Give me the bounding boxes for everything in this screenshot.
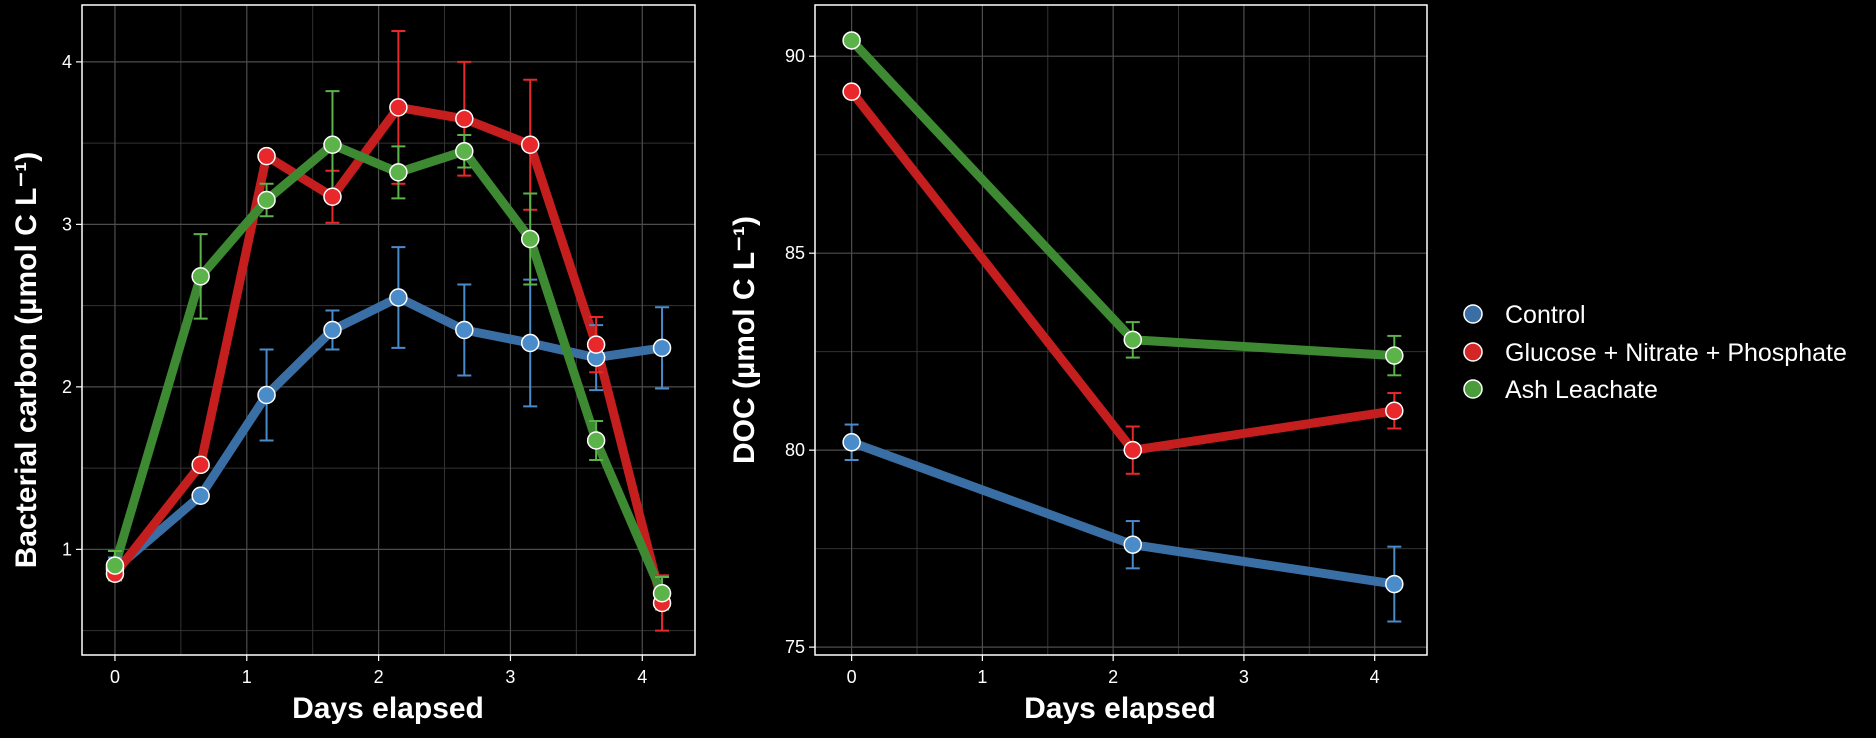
x-tick-label: 4	[637, 667, 647, 687]
data-point-ash-leachate	[455, 142, 474, 161]
data-point-glucose-nitrate-phosphate	[389, 98, 408, 117]
x-tick-label: 1	[242, 667, 252, 687]
data-point-control	[191, 486, 210, 505]
y-tick-label: 85	[785, 243, 805, 263]
y-tick-label: 4	[62, 52, 72, 72]
data-point-ash-leachate	[520, 229, 540, 249]
x-tick-label: 2	[374, 667, 384, 687]
x-tick-label: 4	[1370, 667, 1380, 687]
data-point-ash-leachate	[652, 584, 672, 603]
data-point-glucose-nitrate-phosphate	[191, 455, 210, 475]
plot-border	[81, 4, 696, 656]
legend-label-control: Control	[1505, 301, 1586, 329]
y-tick-label: 75	[785, 637, 805, 657]
data-point-ash-leachate	[1123, 330, 1143, 350]
bacterial-carbon-panel: 0 1 2 3 4 1 2 3 4	[62, 4, 696, 687]
x-tick-label: 1	[977, 667, 987, 687]
data-point-glucose-nitrate-phosphate	[323, 187, 342, 206]
data-point-glucose-nitrate-phosphate	[520, 135, 540, 154]
data-point-control	[520, 333, 540, 353]
legend-item-control: Control	[1463, 301, 1586, 329]
legend-label-glucose-nitrate-phosphate: Glucose + Nitrate + Phosphate	[1505, 339, 1847, 367]
legend-marker-control	[1463, 304, 1483, 324]
left-x-axis-title: Days elapsed	[292, 692, 484, 725]
x-tick-label: 2	[1108, 667, 1118, 687]
legend-item-glucose-nitrate-phosphate: Glucose + Nitrate + Phosphate	[1463, 339, 1847, 367]
data-point-glucose-nitrate-phosphate	[842, 82, 861, 101]
data-point-control	[389, 288, 408, 307]
data-point-ash-leachate	[323, 135, 342, 154]
data-point-glucose-nitrate-phosphate	[586, 335, 606, 354]
data-point-control	[842, 433, 861, 452]
data-point-ash-leachate	[105, 556, 125, 575]
plot-background	[82, 5, 695, 655]
y-tick-label: 3	[62, 214, 72, 234]
data-point-glucose-nitrate-phosphate	[257, 146, 276, 166]
data-point-control	[323, 320, 342, 340]
data-point-glucose-nitrate-phosphate	[1123, 440, 1143, 460]
right-y-axis-title: DOC (µmol C L⁻¹)	[728, 216, 761, 464]
x-tick-label: 3	[1239, 667, 1249, 687]
data-point-ash-leachate	[389, 163, 408, 182]
right-x-axis-title: Days elapsed	[1024, 692, 1216, 725]
data-point-control	[1385, 574, 1404, 594]
y-tick-label: 90	[785, 46, 805, 66]
data-point-ash-leachate	[191, 267, 210, 286]
y-tick-label: 1	[62, 539, 72, 559]
y-tick-label: 80	[785, 440, 805, 460]
x-tick-label: 3	[505, 667, 515, 687]
left-y-axis-title: Bacterial carbon (µmol C L⁻¹)	[10, 152, 43, 569]
data-point-control	[652, 338, 672, 358]
data-point-ash-leachate	[257, 190, 276, 210]
x-tick-label: 0	[847, 667, 857, 687]
legend: Control Glucose + Nitrate + Phosphate As…	[1463, 301, 1847, 404]
y-tick-label: 2	[62, 377, 72, 397]
data-point-control	[257, 385, 276, 405]
data-point-glucose-nitrate-phosphate	[1385, 401, 1404, 421]
data-point-ash-leachate	[586, 431, 606, 450]
plot-border	[814, 4, 1428, 656]
legend-item-ash-leachate: Ash Leachate	[1463, 376, 1658, 404]
legend-marker-ash-leachate	[1463, 379, 1483, 399]
data-point-ash-leachate	[1385, 346, 1404, 365]
x-tick-label: 0	[110, 667, 120, 687]
data-point-control	[455, 320, 474, 340]
data-point-control	[1123, 535, 1143, 554]
legend-label-ash-leachate: Ash Leachate	[1505, 376, 1658, 404]
data-point-ash-leachate	[842, 31, 861, 50]
data-point-glucose-nitrate-phosphate	[455, 109, 474, 128]
doc-panel: 0 1 2 3 4 75 80 85 90	[785, 4, 1428, 687]
legend-marker-glucose-nitrate-phosphate	[1463, 342, 1483, 362]
